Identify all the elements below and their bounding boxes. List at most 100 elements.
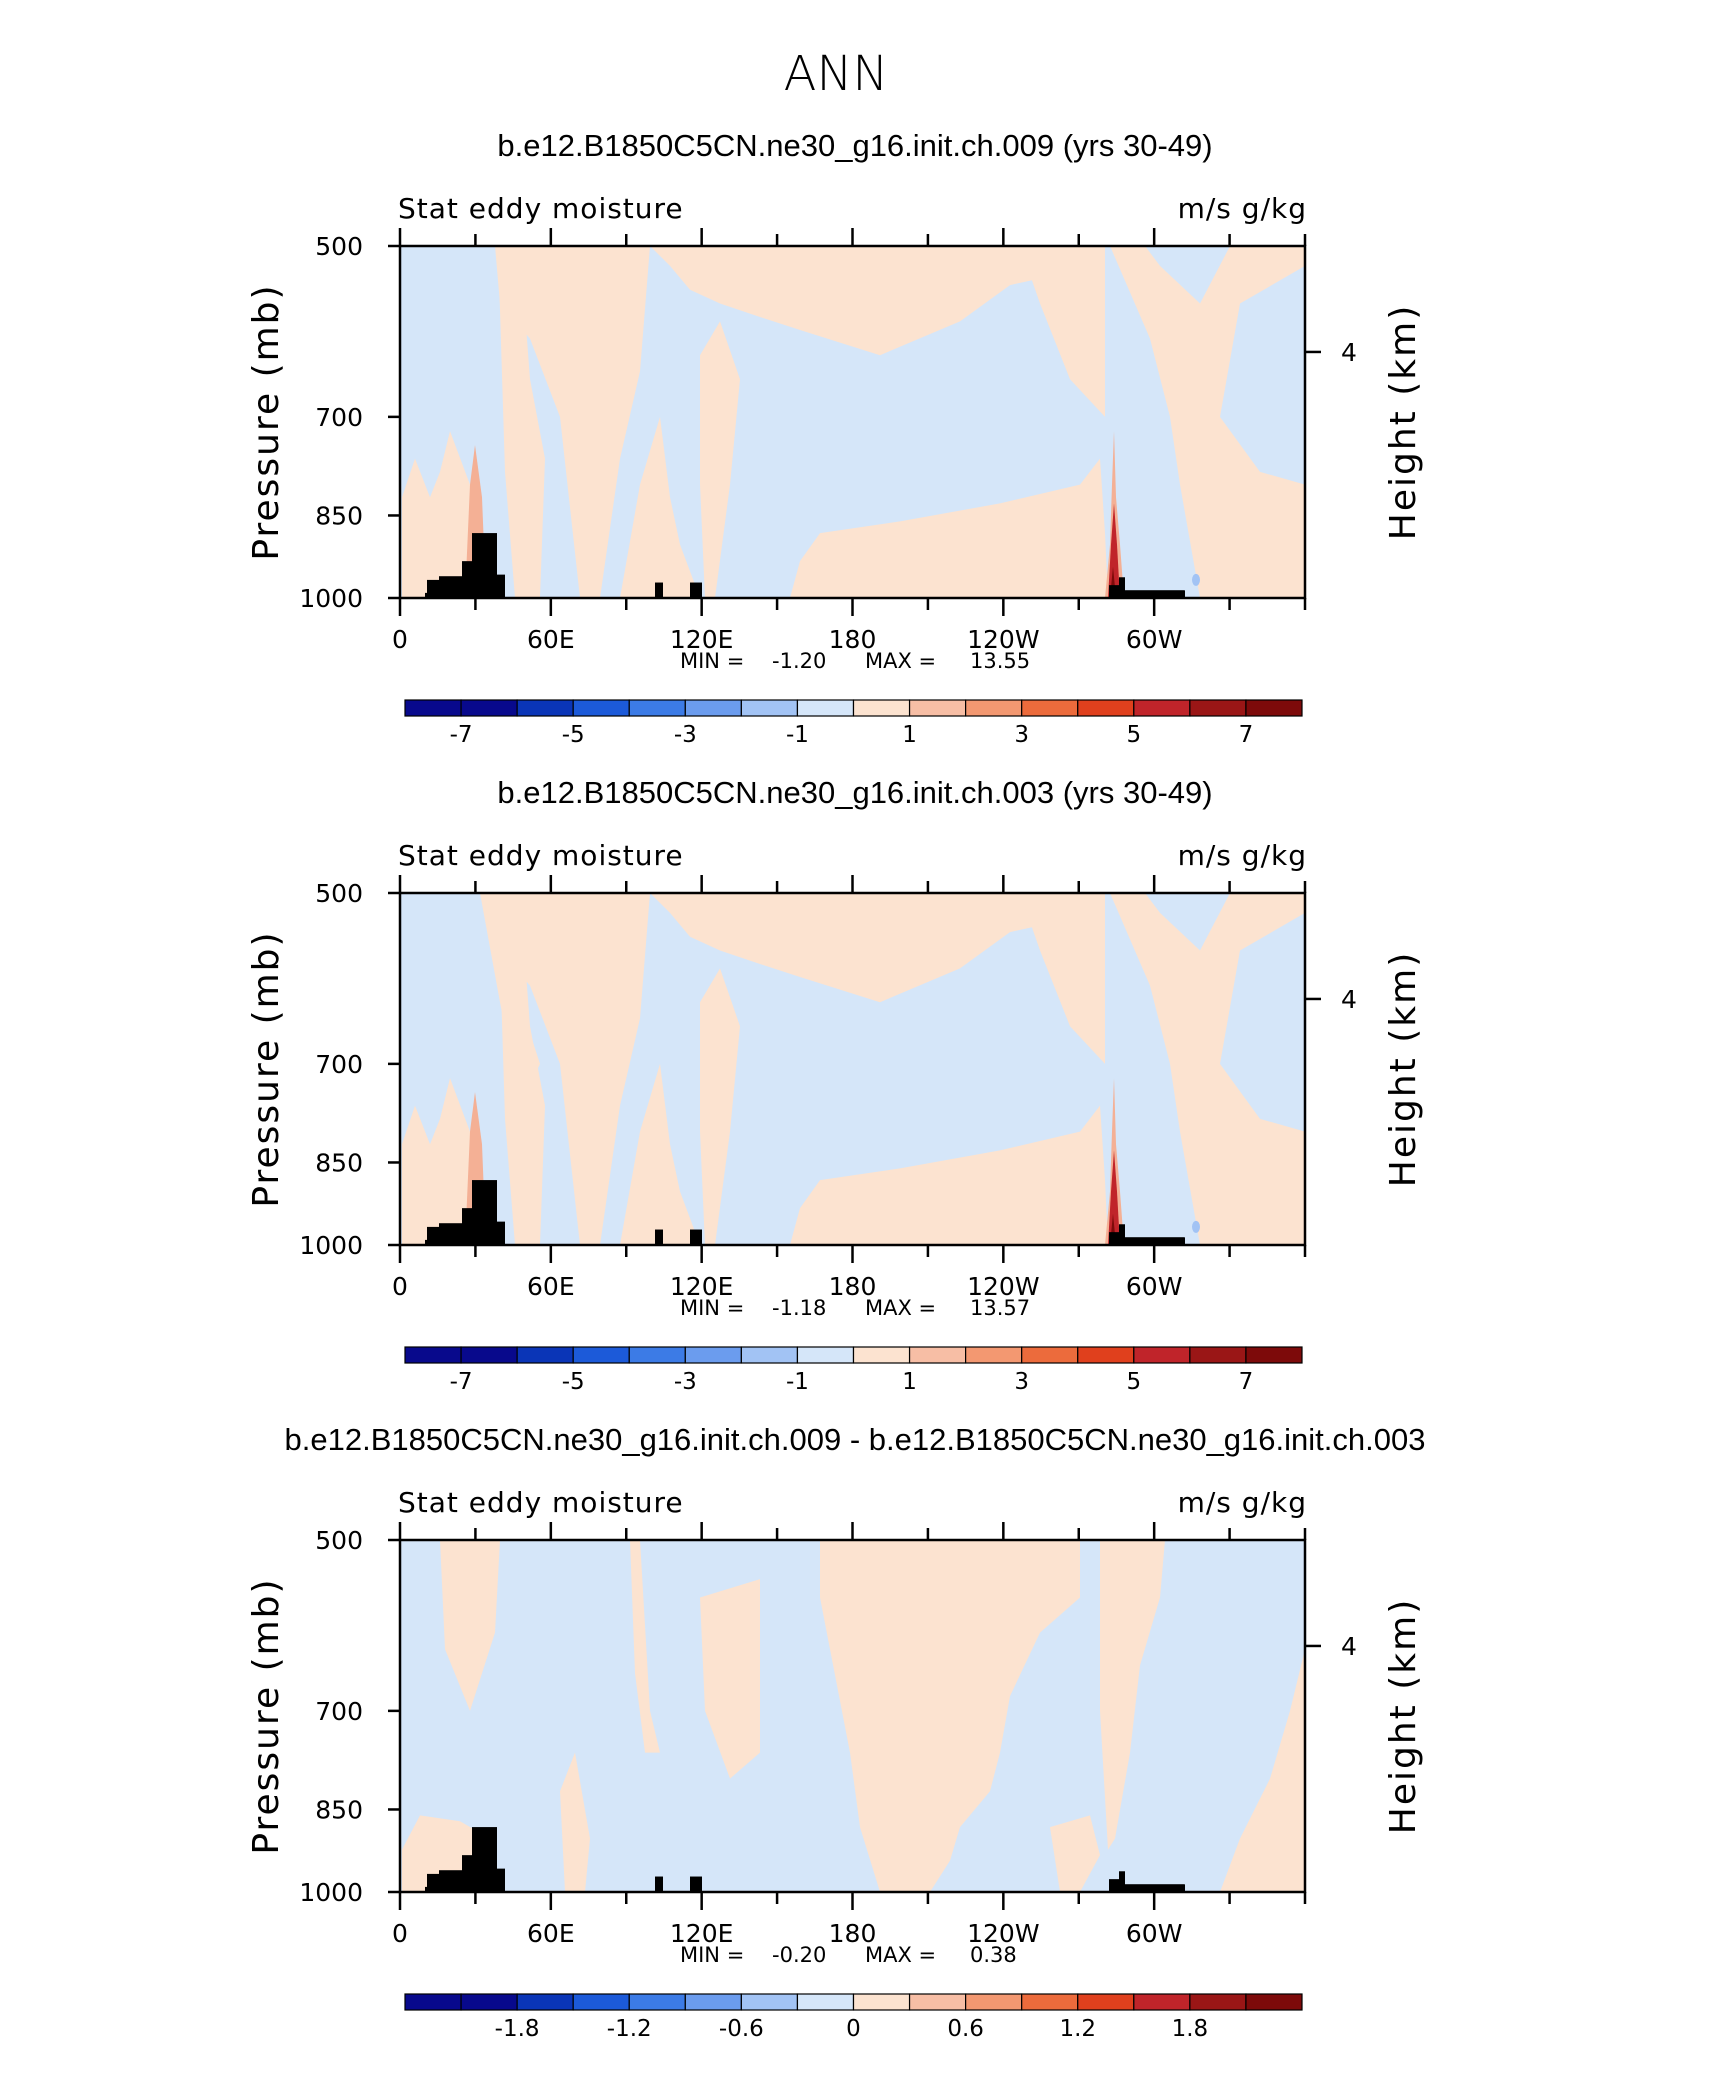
x-tick-label: 60W <box>1126 1919 1183 1948</box>
right-string: m/s g/kg <box>1178 192 1307 225</box>
contour-field <box>400 1540 1305 1892</box>
small-minimum <box>1192 1220 1200 1233</box>
colorbar-box <box>516 1993 574 2011</box>
height-tick-label: 4 <box>1341 338 1357 367</box>
min-label: MIN = <box>680 649 744 673</box>
x-tick-label: 60W <box>1126 1272 1183 1301</box>
height-tick-label: 4 <box>1341 1632 1357 1661</box>
colorbar-label: 0.6 <box>947 2016 984 2042</box>
colorbar-box <box>1189 1346 1247 1364</box>
contour-field <box>400 246 1305 598</box>
x-tick-label: 120W <box>967 1919 1039 1948</box>
colorbar-box <box>628 699 686 717</box>
x-tick-label: 120E <box>670 625 734 654</box>
colorbar-label: 7 <box>1239 1369 1254 1395</box>
right-string: m/s g/kg <box>1178 1486 1307 1519</box>
colorbar-box <box>404 1346 462 1364</box>
colorbar-label: -1 <box>786 1369 809 1395</box>
colorbar-box <box>852 699 911 717</box>
orange-region <box>700 321 740 598</box>
colorbar-box <box>1189 1993 1247 2011</box>
land-mask <box>690 1229 702 1245</box>
orange-region <box>495 246 650 598</box>
orange-region <box>402 431 480 598</box>
x-tick-label: 120E <box>670 1272 734 1301</box>
y-tick-label: 700 <box>315 1050 363 1079</box>
colorbar-box <box>1021 699 1079 717</box>
orange-region <box>700 1579 760 1779</box>
land-mask <box>497 574 505 598</box>
orange-region <box>1050 1815 1100 1892</box>
land-mask <box>690 582 702 598</box>
y-tick-label: 1000 <box>299 1878 363 1907</box>
land-mask <box>427 1226 487 1245</box>
colorbar-box <box>1077 699 1135 717</box>
land-mask <box>462 561 472 598</box>
orange-region <box>440 1540 500 1711</box>
panel-2: b.e12.B1850C5CN.ne30_g16.init.ch.003 (yr… <box>246 775 1424 1395</box>
orange-region <box>650 893 1100 1003</box>
land-mask <box>655 1229 663 1245</box>
colorbar-box <box>1245 1993 1303 2011</box>
contour-field <box>400 893 1305 1245</box>
min-value: -0.20 <box>772 1943 826 1967</box>
max-label: MAX = <box>865 1943 936 1967</box>
y-tick-label: 1000 <box>299 1231 363 1260</box>
colorbar-box <box>684 699 742 717</box>
x-tick-label: 180 <box>829 1919 877 1948</box>
orange-region <box>498 246 545 598</box>
colorbar-label: 7 <box>1239 722 1254 748</box>
colorbar-box <box>460 1993 518 2011</box>
colorbar-box <box>628 1346 686 1364</box>
colorbar-box <box>965 1993 1023 2011</box>
max-value: 0.38 <box>970 1943 1017 1967</box>
y-tick-label: 1000 <box>299 584 363 613</box>
land-mask <box>1119 1224 1125 1245</box>
colorbar-box <box>965 699 1023 717</box>
left-string: Stat eddy moisture <box>398 192 684 225</box>
colorbar-box <box>572 1346 630 1364</box>
colorbar-label: 5 <box>1126 722 1141 748</box>
orange-region <box>790 458 1108 598</box>
y-tick-label: 700 <box>315 1697 363 1726</box>
figure-title: ANN <box>784 46 889 102</box>
colorbar-box <box>404 699 462 717</box>
colorbar-box <box>796 699 855 717</box>
colorbar-box <box>1245 1346 1303 1364</box>
x-tick-label: 0 <box>392 625 408 654</box>
orange-region <box>560 1752 590 1892</box>
orange-region <box>402 1078 480 1245</box>
colorbar-label: -7 <box>450 1369 473 1395</box>
colorbar-box <box>516 699 574 717</box>
colorbar-box <box>1245 699 1303 717</box>
x-tick-label: 180 <box>829 1272 877 1301</box>
land-mask <box>427 579 487 598</box>
orange-region <box>630 1540 660 1753</box>
orange-region <box>1100 1540 1165 1850</box>
x-tick-label: 120W <box>967 625 1039 654</box>
colorbar-box <box>1189 699 1247 717</box>
colorbar-label: -0.6 <box>719 2016 764 2042</box>
land-mask <box>497 1868 505 1892</box>
land-mask <box>462 1855 472 1892</box>
colorbar-label: 5 <box>1126 1369 1141 1395</box>
x-tick-label: 120W <box>967 1272 1039 1301</box>
x-tick-label: 60E <box>527 1919 575 1948</box>
orange-region <box>620 416 700 598</box>
orange-region <box>650 246 1100 356</box>
orange-region <box>1020 893 1105 1064</box>
orange-region <box>820 1540 1080 1892</box>
orange-region <box>1220 1649 1305 1892</box>
colorbar-box <box>516 1346 574 1364</box>
orange-region <box>1020 246 1105 417</box>
orange-region <box>1110 893 1305 1245</box>
orange-region <box>1110 246 1305 598</box>
colorbar: -7 -5 -3 -1 1 3 5 7 <box>404 1346 1303 1395</box>
colorbar-label: 0 <box>846 2016 861 2042</box>
colorbar-box <box>1021 1346 1079 1364</box>
colorbar-label: 3 <box>1014 1369 1029 1395</box>
colorbar-box <box>908 699 967 717</box>
colorbar-box <box>684 1993 742 2011</box>
right-string: m/s g/kg <box>1178 839 1307 872</box>
colorbar-box <box>628 1993 686 2011</box>
